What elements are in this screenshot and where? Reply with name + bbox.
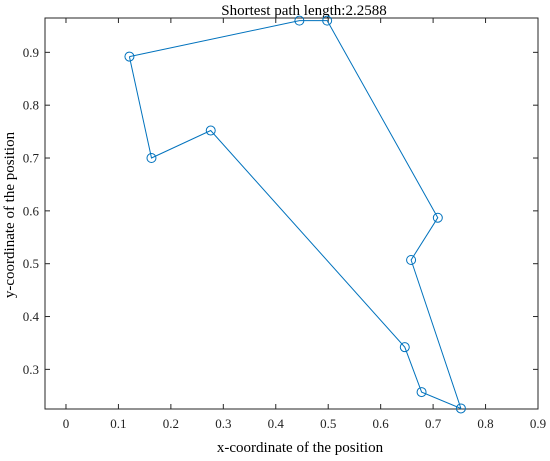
chart-title: Shortest path length:2.2588 (221, 3, 386, 19)
data-point (406, 254, 417, 265)
x-tick-label: 0.9 (530, 416, 546, 431)
data-point (432, 212, 443, 223)
data-point (416, 387, 427, 398)
y-tick-label: 0.7 (23, 151, 40, 166)
x-tick-label: 0.7 (425, 416, 442, 431)
y-tick-label: 0.3 (23, 362, 39, 377)
y-tick-label: 0.6 (23, 203, 40, 218)
x-tick-label: 0.2 (163, 416, 179, 431)
data-point (322, 15, 333, 26)
x-tick-label: 0.8 (477, 416, 493, 431)
data-point (399, 342, 410, 353)
x-tick-label: 0.3 (215, 416, 231, 431)
y-tick-label: 0.5 (23, 256, 39, 271)
y-axis: 0.3 0.4 0.5 0.6 0.7 0.8 0.9 (23, 45, 538, 377)
x-axis: 0 0.1 0.2 0.3 0.4 0.5 0.6 0.7 0.8 0.9 (63, 18, 546, 431)
data-point (124, 51, 135, 62)
y-tick-label: 0.8 (23, 98, 39, 113)
path-line (128, 20, 462, 410)
x-axis-label: x-coordinate of the position (217, 440, 384, 456)
data-point (294, 15, 305, 26)
x-tick-label: 0.5 (320, 416, 336, 431)
city-points (124, 15, 466, 414)
x-tick-label: 0.6 (373, 416, 390, 431)
y-axis-label: y-coordinate of the position (2, 131, 18, 298)
data-point (455, 403, 466, 414)
x-tick-label: 0 (63, 416, 70, 431)
plot-area (44, 17, 539, 410)
x-tick-label: 0.1 (110, 416, 126, 431)
y-tick-label: 0.4 (23, 309, 40, 324)
data-point (146, 153, 157, 164)
y-tick-label: 0.9 (23, 45, 39, 60)
data-point (205, 125, 216, 136)
x-tick-label: 0.4 (268, 416, 285, 431)
